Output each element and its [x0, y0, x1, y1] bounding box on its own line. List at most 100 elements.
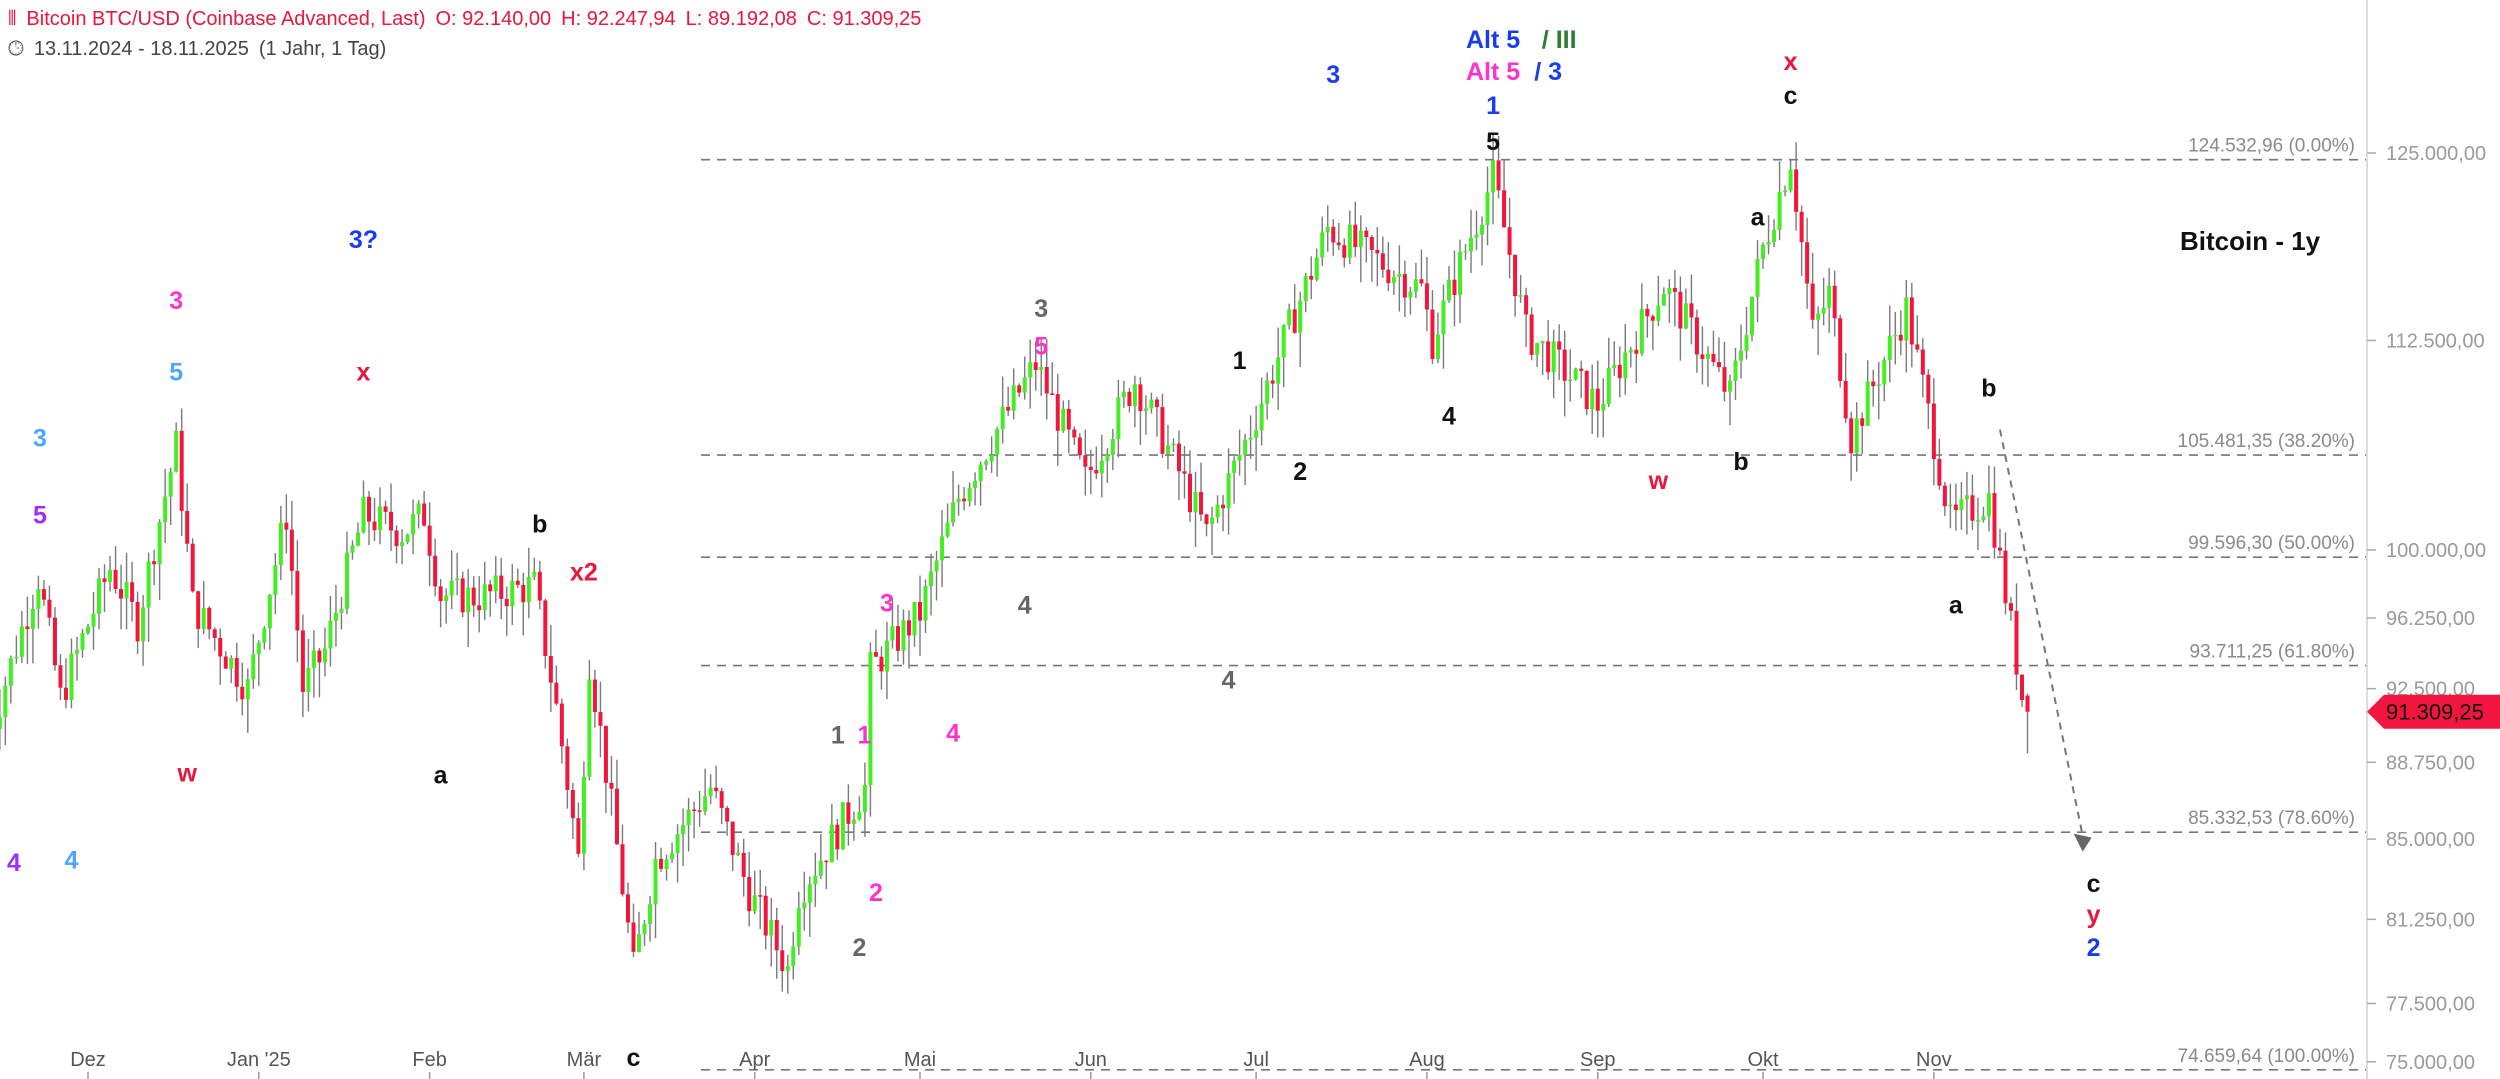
candle — [400, 529, 405, 565]
wave-label: b — [1981, 375, 1996, 403]
candle — [405, 533, 410, 545]
candle — [2008, 596, 2013, 621]
candle — [1590, 364, 1595, 435]
candle — [1099, 434, 1104, 498]
wave-label: x — [357, 358, 371, 386]
wave-label: / 3 — [1534, 58, 1562, 86]
candle — [1055, 373, 1060, 466]
candle — [245, 668, 250, 733]
wave-label: / III — [1542, 26, 1577, 54]
wave-label: x — [1784, 48, 1798, 76]
candle — [1865, 360, 1870, 426]
candle — [8, 655, 13, 704]
candle — [152, 549, 157, 586]
candle — [30, 594, 35, 664]
candle — [609, 755, 614, 816]
candle — [648, 896, 653, 942]
candle — [1347, 210, 1352, 265]
candle — [730, 821, 735, 872]
fib-label: 93.711,25 (61.80%) — [2190, 642, 2356, 663]
candle — [207, 606, 212, 640]
candle — [1397, 245, 1402, 312]
wave-label: 2 — [1293, 458, 1307, 486]
candle — [967, 482, 972, 507]
candle — [1805, 217, 1810, 309]
candle — [807, 876, 812, 937]
candle — [890, 597, 895, 649]
current-price-tag: 91.309,25 — [2367, 694, 2500, 729]
candle — [752, 870, 757, 915]
candle — [333, 584, 338, 647]
candle — [1154, 396, 1159, 437]
candle — [1320, 216, 1325, 267]
candle — [1772, 219, 1777, 248]
candle — [862, 762, 867, 837]
candle — [1127, 388, 1132, 413]
ohlc-low: L: 89.192,08 — [685, 8, 797, 30]
y-tick-label: 75.000,00 — [2386, 1052, 2475, 1074]
x-tick-label: Mär — [567, 1049, 602, 1071]
candle — [851, 811, 856, 841]
candle — [1094, 446, 1099, 480]
candle — [1557, 324, 1562, 380]
candle — [813, 852, 818, 907]
y-tick-label: 100.000,00 — [2386, 540, 2486, 562]
candle — [411, 499, 416, 555]
fib-label: 74.659,64 (100.00%) — [2178, 1046, 2355, 1067]
candle — [1072, 426, 1077, 446]
price-axis[interactable]: 125.000,00 112.500,00 100.000,00 96.250,00 9… — [2367, 143, 2486, 1074]
candle — [1970, 474, 1975, 530]
projection-arrow — [1998, 429, 2092, 852]
candle — [1948, 483, 1953, 529]
candle — [1193, 471, 1198, 547]
candle — [895, 604, 900, 662]
candle — [703, 768, 708, 816]
candle — [1143, 395, 1148, 435]
candle — [1634, 331, 1639, 383]
wave-label: 5 — [1034, 333, 1048, 361]
candle — [444, 588, 449, 624]
candle — [1562, 330, 1567, 417]
time-axis[interactable]: Dez Jan '25 Feb Mär Apr Mai Jun Jul Aug Sep Okt Nov — [70, 1049, 1952, 1079]
candle — [1667, 279, 1672, 323]
wave-label: 5 — [1486, 128, 1500, 156]
candle — [174, 422, 179, 473]
candle — [565, 738, 570, 809]
candle — [1992, 466, 1997, 559]
candle — [1435, 312, 1440, 364]
wave-label: Alt 5 — [1466, 26, 1520, 54]
candle — [223, 651, 228, 669]
candle — [1777, 161, 1782, 241]
candle — [587, 659, 592, 781]
candle — [1529, 307, 1534, 361]
candle — [1480, 216, 1485, 266]
candle — [835, 818, 840, 860]
wave-label: w — [176, 759, 197, 787]
candle — [1287, 303, 1292, 330]
candle — [113, 546, 118, 594]
candle — [427, 502, 432, 587]
candle — [796, 891, 801, 955]
candle — [846, 784, 851, 846]
wave-label: 3? — [349, 226, 378, 254]
candle — [1871, 369, 1876, 407]
y-tick-label: 85.000,00 — [2386, 829, 2475, 851]
candle — [570, 783, 575, 840]
candle — [1160, 393, 1165, 458]
candle — [273, 553, 278, 615]
x-tick-label: Okt — [1747, 1049, 1779, 1071]
candle — [1794, 142, 1799, 231]
candle — [262, 626, 267, 650]
candle — [1061, 400, 1066, 433]
fib-label: 124.532,96 (0.00%) — [2188, 136, 2355, 157]
candle — [978, 461, 983, 506]
candle — [1761, 242, 1766, 269]
candle — [1816, 306, 1821, 356]
candle — [25, 596, 30, 664]
wave-label: c — [1784, 82, 1798, 110]
candle — [945, 503, 950, 538]
candle — [1182, 445, 1187, 499]
candle — [1364, 226, 1369, 263]
candle — [548, 624, 553, 712]
